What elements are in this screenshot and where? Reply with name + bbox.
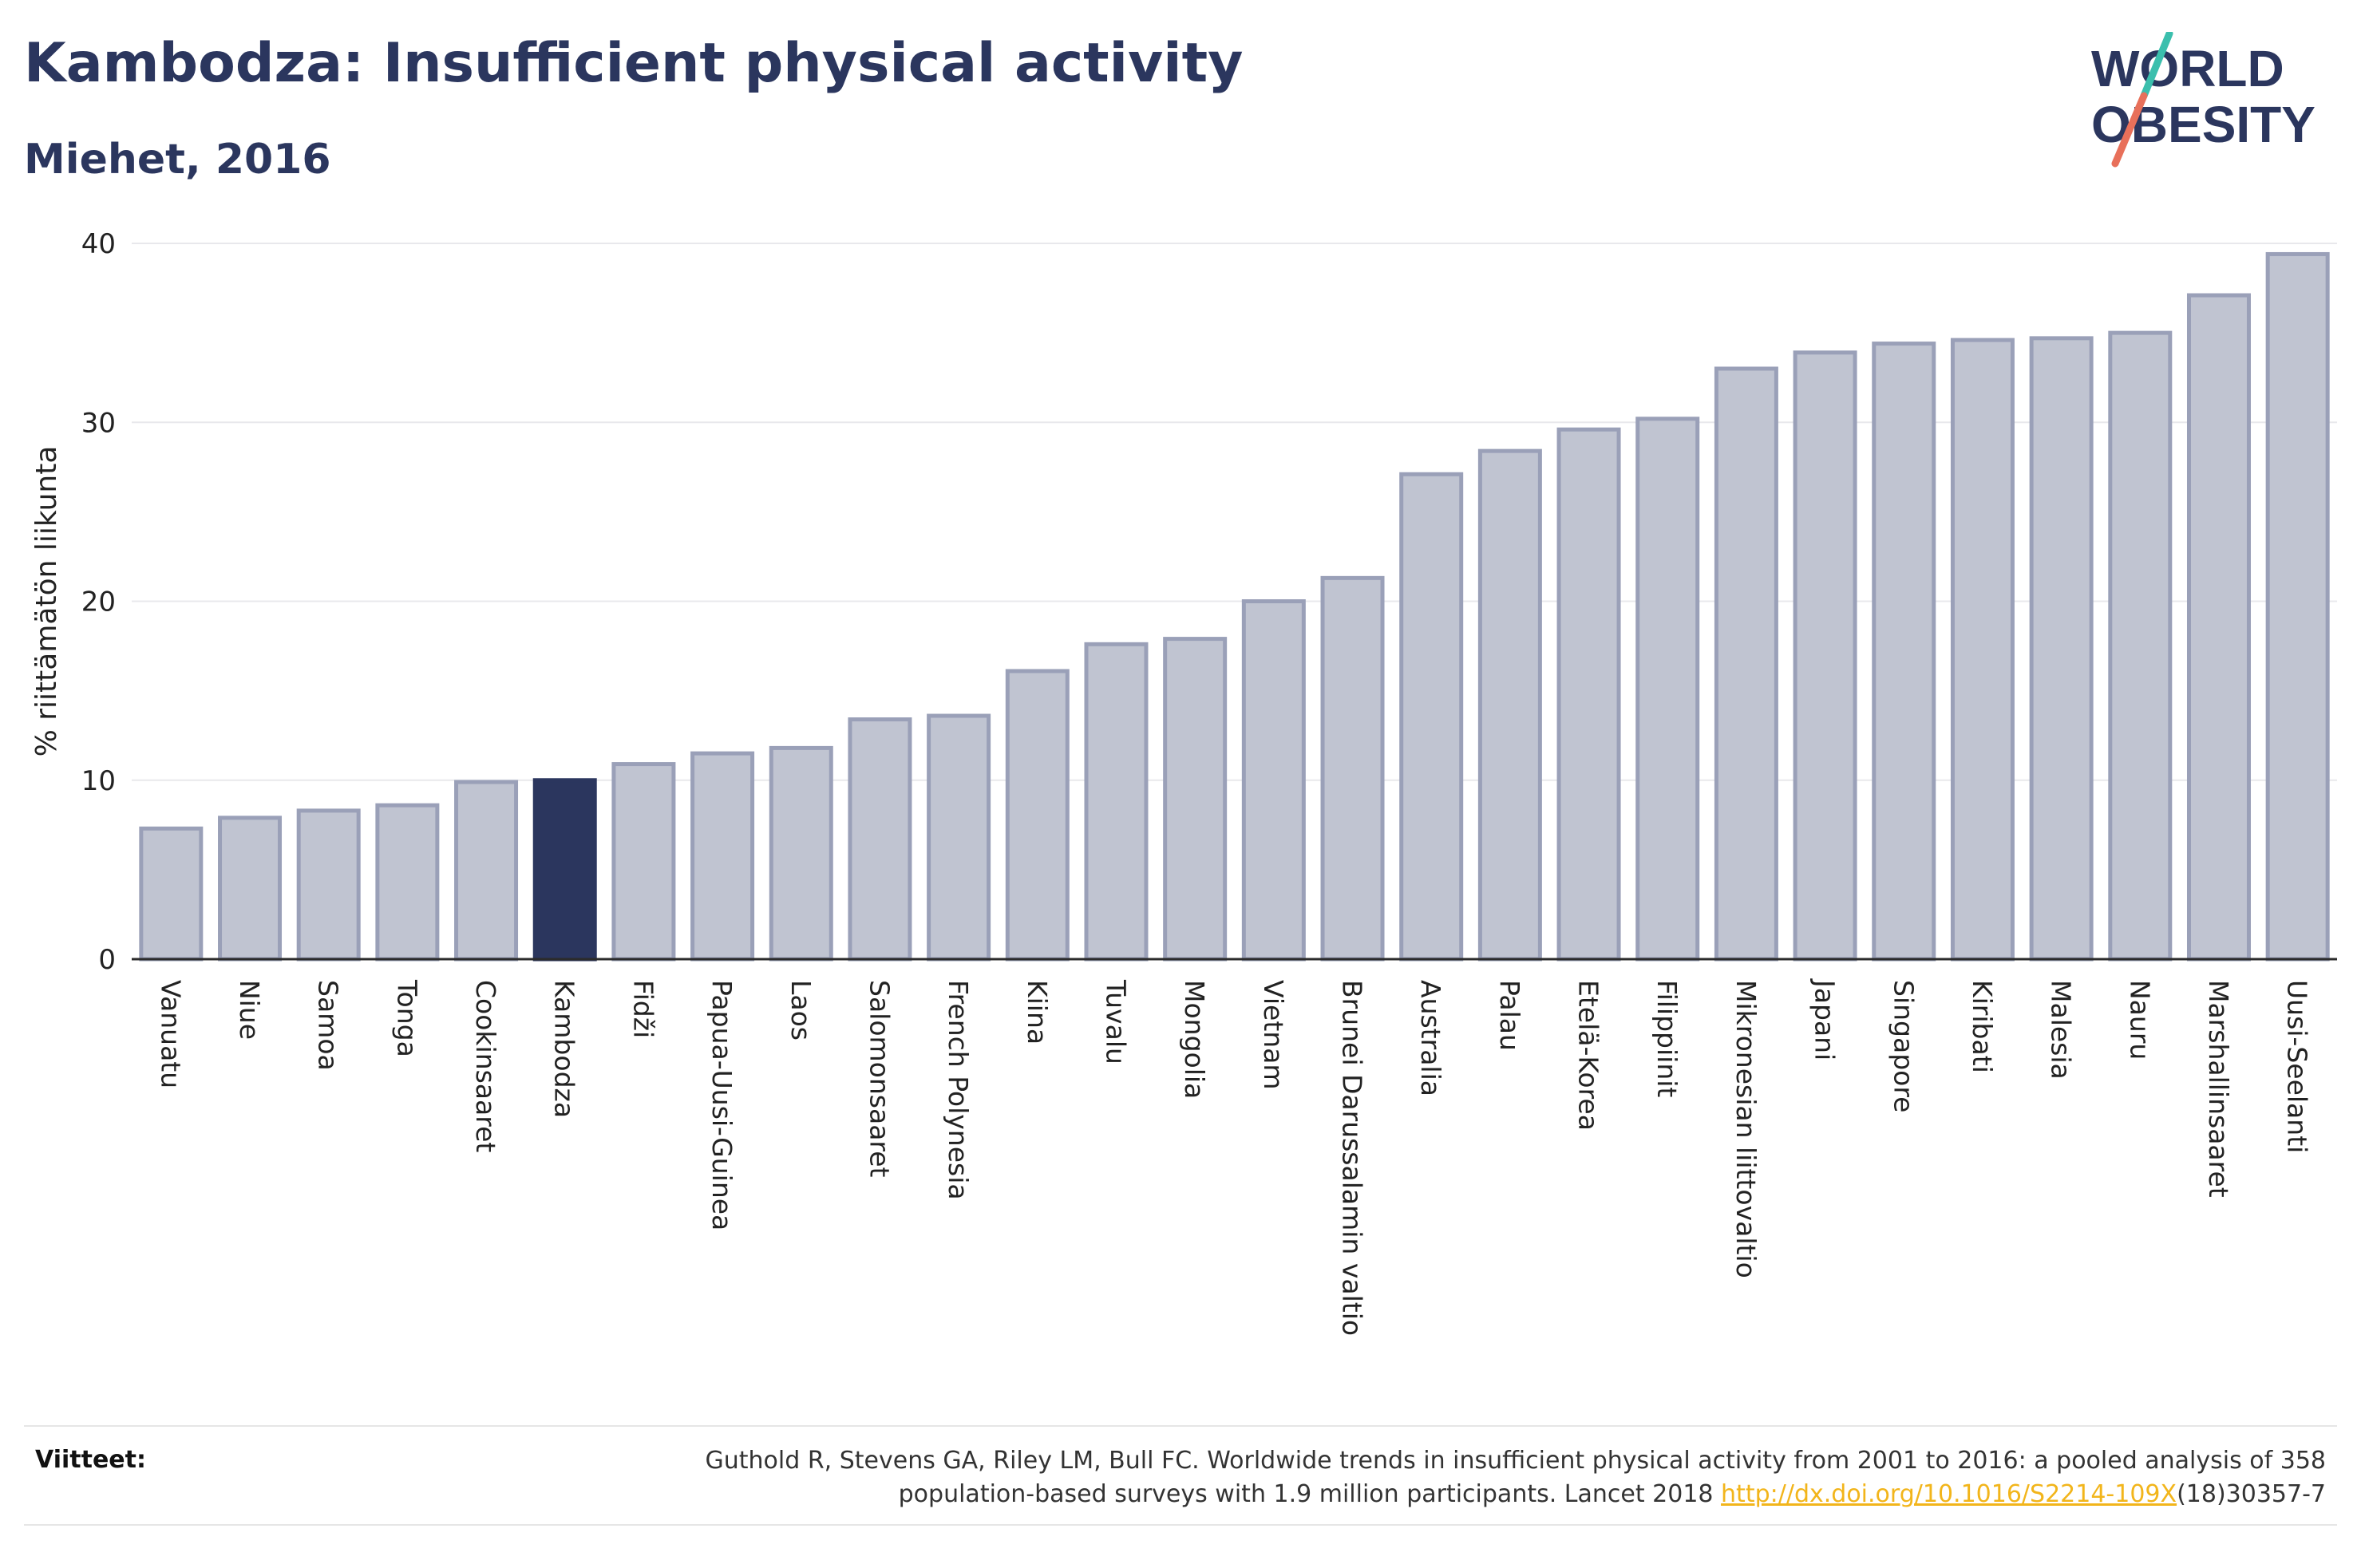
x-tick-label: Niue xyxy=(234,980,265,1040)
y-tick-label: 10 xyxy=(81,765,116,797)
logo-text-world: WORLD xyxy=(2091,40,2284,97)
bar xyxy=(1556,427,1621,962)
x-tick-label: Mongolia xyxy=(1179,980,1210,1099)
bar xyxy=(139,826,204,962)
y-tick-label: 40 xyxy=(81,228,116,260)
bar xyxy=(927,713,991,962)
bar xyxy=(1320,575,1385,962)
bar xyxy=(1084,642,1149,962)
bar xyxy=(375,803,440,962)
y-tick-label: 0 xyxy=(98,944,116,976)
bar xyxy=(2186,293,2251,962)
references-text: Guthold R, Stevens GA, Riley LM, Bull FC… xyxy=(490,1444,2326,1511)
bar xyxy=(611,762,676,962)
bar-chart: 0 10 20 30 40 % riittämätön liikunta Vanuatu Ni… xyxy=(30,228,2337,1336)
bar xyxy=(1950,338,2015,962)
x-tick-label: Etelä-Korea xyxy=(1573,980,1604,1131)
x-tick-label: Kiribati xyxy=(1967,980,1998,1073)
bar xyxy=(1635,417,1700,962)
bar xyxy=(218,816,283,962)
logo-slash-top xyxy=(2140,32,2173,100)
y-axis-label: % riittämätön liikunta xyxy=(30,446,63,757)
bar-highlighted xyxy=(532,778,597,962)
bar xyxy=(296,808,361,962)
x-tick-label: Cookinsaaret xyxy=(470,980,501,1152)
x-tick-label: Australia xyxy=(1415,980,1446,1096)
page-subtitle: Miehet, 2016 xyxy=(24,136,331,184)
references-doi-link[interactable]: http://dx.doi.org/10.1016/S2214-109X xyxy=(1721,1480,2177,1508)
x-tick-label: Brunei Darussalamin valtio xyxy=(1337,980,1368,1336)
x-tick-label: French Polynesia xyxy=(943,980,974,1200)
bar xyxy=(1872,342,1936,962)
x-tick-label: Uusi-Seelanti xyxy=(2282,980,2313,1153)
x-tick-label: Kiina xyxy=(1022,980,1053,1045)
x-tick-label: Tonga xyxy=(391,979,422,1057)
bar xyxy=(1477,448,1542,962)
x-tick-label: Malesia xyxy=(2046,980,2077,1080)
x-tick-label: Vanuatu xyxy=(155,980,186,1088)
bar xyxy=(1163,637,1228,962)
bar xyxy=(2029,336,2094,962)
logo-slash-bottom xyxy=(2111,92,2148,168)
bar xyxy=(454,780,519,962)
bar xyxy=(2265,251,2330,962)
bar xyxy=(1793,350,1857,962)
bar xyxy=(690,751,755,962)
x-tick-label: Fidži xyxy=(627,980,658,1038)
references-line-3: (18)30357-7 xyxy=(2177,1480,2326,1508)
y-tick-label: 30 xyxy=(81,407,116,439)
references-label: Viitteet: xyxy=(35,1446,146,1474)
bar xyxy=(769,745,833,962)
x-tick-label: Singapore xyxy=(1888,980,1919,1112)
x-tick-label: Laos xyxy=(785,980,817,1041)
references-line-1: Guthold R, Stevens GA, Riley LM, Bull FC… xyxy=(705,1447,2326,1475)
x-tick-label: Nauru xyxy=(2124,980,2155,1060)
x-tick-label: Salomonsaaret xyxy=(864,980,895,1178)
x-tick-label: Vietnam xyxy=(1258,980,1289,1090)
x-tick-label: Mikronesian liittovaltio xyxy=(1730,980,1762,1278)
x-tick-label: Palau xyxy=(1494,980,1525,1051)
x-tick-label: Papua-Uusi-Guinea xyxy=(706,980,738,1230)
x-tick-label: Samoa xyxy=(313,980,344,1071)
x-tick-label: Filippiinit xyxy=(1651,980,1683,1097)
x-tick-label: Kambodza xyxy=(549,980,580,1118)
bar xyxy=(1714,366,1778,962)
footer-divider-bottom xyxy=(24,1524,2337,1526)
bar xyxy=(2108,330,2173,962)
x-tick-label: Tuvalu xyxy=(1100,979,1131,1064)
bar xyxy=(848,717,912,962)
page-title: Kambodza: Insufficient physical activity xyxy=(24,32,1244,95)
bar xyxy=(1241,599,1306,962)
x-tick-label: Marshallinsaaret xyxy=(2203,980,2234,1198)
x-tick-label: Japani xyxy=(1809,978,1841,1060)
references-line-2: population-based surveys with 1.9 millio… xyxy=(898,1480,1722,1508)
y-tick-label: 20 xyxy=(81,587,116,618)
bar xyxy=(1005,669,1070,962)
bar xyxy=(1399,472,1464,962)
world-obesity-logo: WORLD OBESITY xyxy=(2091,32,2316,168)
footer-divider-top xyxy=(24,1425,2337,1427)
